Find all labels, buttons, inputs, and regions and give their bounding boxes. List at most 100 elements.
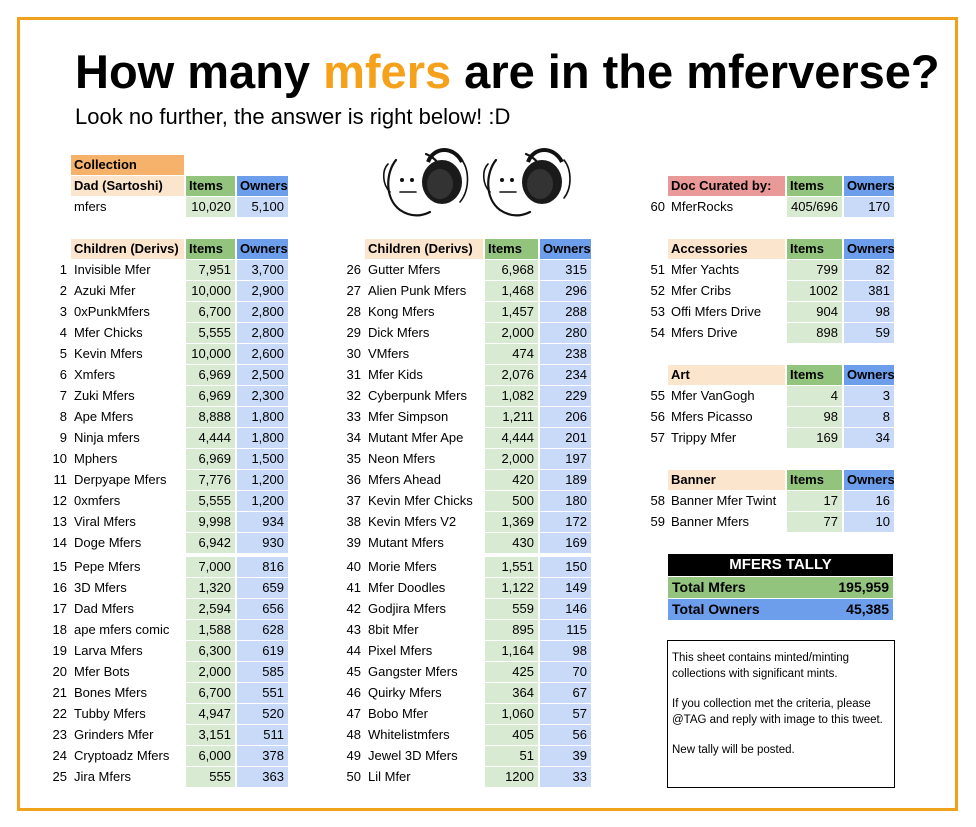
collection-items: 1,457 — [485, 302, 538, 322]
collection-owners: 363 — [237, 767, 288, 787]
row-index: 9 — [59, 430, 67, 445]
row-index: 42 — [346, 601, 361, 616]
row-index: 7 — [59, 388, 67, 403]
collection-name: Pixel Mfers — [368, 643, 433, 658]
row-index: 40 — [346, 559, 361, 574]
title-pre: How many — [75, 45, 324, 98]
collection-items: 4,444 — [186, 428, 235, 448]
collection-name: Mphers — [74, 451, 118, 466]
collection-name: Ape Mfers — [74, 409, 134, 424]
collection-items: 1,369 — [485, 512, 538, 532]
collection-items: 1002 — [787, 281, 842, 301]
collection-name: Gutter Mfers — [368, 262, 441, 277]
collection-owners: 2,800 — [237, 323, 288, 343]
collection-items: 555 — [186, 767, 235, 787]
collection-items: 898 — [787, 323, 842, 343]
collection-owners: 3 — [844, 386, 894, 406]
row-index: 20 — [52, 664, 67, 679]
collection-name: 8bit Mfer — [368, 622, 419, 637]
row-index: 29 — [346, 325, 361, 340]
collection-name: Mfer VanGogh — [671, 388, 755, 403]
row-index: 14 — [52, 535, 67, 550]
doc-curated-header: Doc Curated by: — [668, 176, 785, 196]
collection-owners: 180 — [540, 491, 591, 511]
row-index: 22 — [52, 706, 67, 721]
row-index: 56 — [650, 409, 665, 424]
row-index: 6 — [59, 367, 67, 382]
collection-owners: 816 — [237, 557, 288, 577]
collection-owners: 585 — [237, 662, 288, 682]
collection-items: 1200 — [485, 767, 538, 787]
collection-items: 1,060 — [485, 704, 538, 724]
collection-name: Alien Punk Mfers — [368, 283, 467, 298]
collection-items: 3,151 — [186, 725, 235, 745]
collection-items: 799 — [787, 260, 842, 280]
collection-items: 6,300 — [186, 641, 235, 661]
collection-items: 6,700 — [186, 683, 235, 703]
collection-name: Mfers Picasso — [671, 409, 753, 424]
collection-owners: 206 — [540, 407, 591, 427]
collection-items: 405/696 — [787, 197, 842, 217]
row-index: 31 — [346, 367, 361, 382]
collection-owners: 619 — [237, 641, 288, 661]
children-col1-items-header: Items — [186, 239, 235, 259]
row-index: 49 — [346, 748, 361, 763]
row-index: 57 — [650, 430, 665, 445]
collection-name: Offi Mfers Drive — [671, 304, 762, 319]
collection-name: Derpyape Mfers — [74, 472, 167, 487]
row-index: 43 — [346, 622, 361, 637]
mfer-heads-logo — [382, 148, 571, 217]
collection-name: Dick Mfers — [368, 325, 430, 340]
row-index: 18 — [52, 622, 67, 637]
collection-name: 3D Mfers — [74, 580, 127, 595]
collection-name: Mfer Chicks — [74, 325, 143, 340]
collection-items: 559 — [485, 599, 538, 619]
row-index: 27 — [346, 283, 361, 298]
collection-items: 6,700 — [186, 302, 235, 322]
collection-items: 98 — [787, 407, 842, 427]
collection-section-label: Collection — [71, 155, 184, 175]
tally-header: MFERS TALLY — [668, 554, 893, 576]
accessories-header: Accessories — [668, 239, 785, 259]
collection-name: Ninja mfers — [74, 430, 140, 445]
row-index: 47 — [346, 706, 361, 721]
total-mfers-value: 195,959 — [787, 577, 893, 598]
collection-items: 420 — [485, 470, 538, 490]
row-index: 41 — [346, 580, 361, 595]
row-index: 37 — [346, 493, 361, 508]
children-col1-header: Children (Derivs) — [71, 239, 184, 259]
collection-items: 2,000 — [186, 662, 235, 682]
collection-items: 6,968 — [485, 260, 538, 280]
collection-owners: 149 — [540, 578, 591, 598]
collection-owners: 59 — [844, 323, 894, 343]
row-index: 50 — [346, 769, 361, 784]
note-paragraph-1: This sheet contains minted/minting colle… — [672, 652, 850, 680]
collection-name: Mfer Doodles — [368, 580, 446, 595]
collection-items: 1,122 — [485, 578, 538, 598]
collection-owners: 8 — [844, 407, 894, 427]
banner-header: Banner — [668, 470, 785, 490]
collection-owners: 169 — [540, 533, 591, 553]
collection-name: Pepe Mfers — [74, 559, 141, 574]
collection-name: Zuki Mfers — [74, 388, 135, 403]
collection-items: 1,320 — [186, 578, 235, 598]
row-index: 19 — [52, 643, 67, 658]
collection-items: 17 — [787, 491, 842, 511]
collection-owners: 170 — [844, 197, 894, 217]
collection-items: 6,969 — [186, 365, 235, 385]
collection-items: 4 — [787, 386, 842, 406]
children-col2-items-header: Items — [485, 239, 538, 259]
collection-owners: 280 — [540, 323, 591, 343]
total-owners-value: 45,385 — [787, 599, 893, 620]
collection-items: 77 — [787, 512, 842, 532]
collection-name: Mfers Ahead — [368, 472, 441, 487]
collection-name: Mfer Yachts — [671, 262, 740, 277]
row-index: 48 — [346, 727, 361, 742]
collection-name: Dad Mfers — [74, 601, 134, 616]
collection-items: 1,082 — [485, 386, 538, 406]
collection-owners: 1,500 — [237, 449, 288, 469]
row-index: 38 — [346, 514, 361, 529]
collection-items: 1,468 — [485, 281, 538, 301]
note-paragraph-3: New tally will be posted. — [672, 744, 795, 756]
dad-items-header: Items — [186, 176, 235, 196]
